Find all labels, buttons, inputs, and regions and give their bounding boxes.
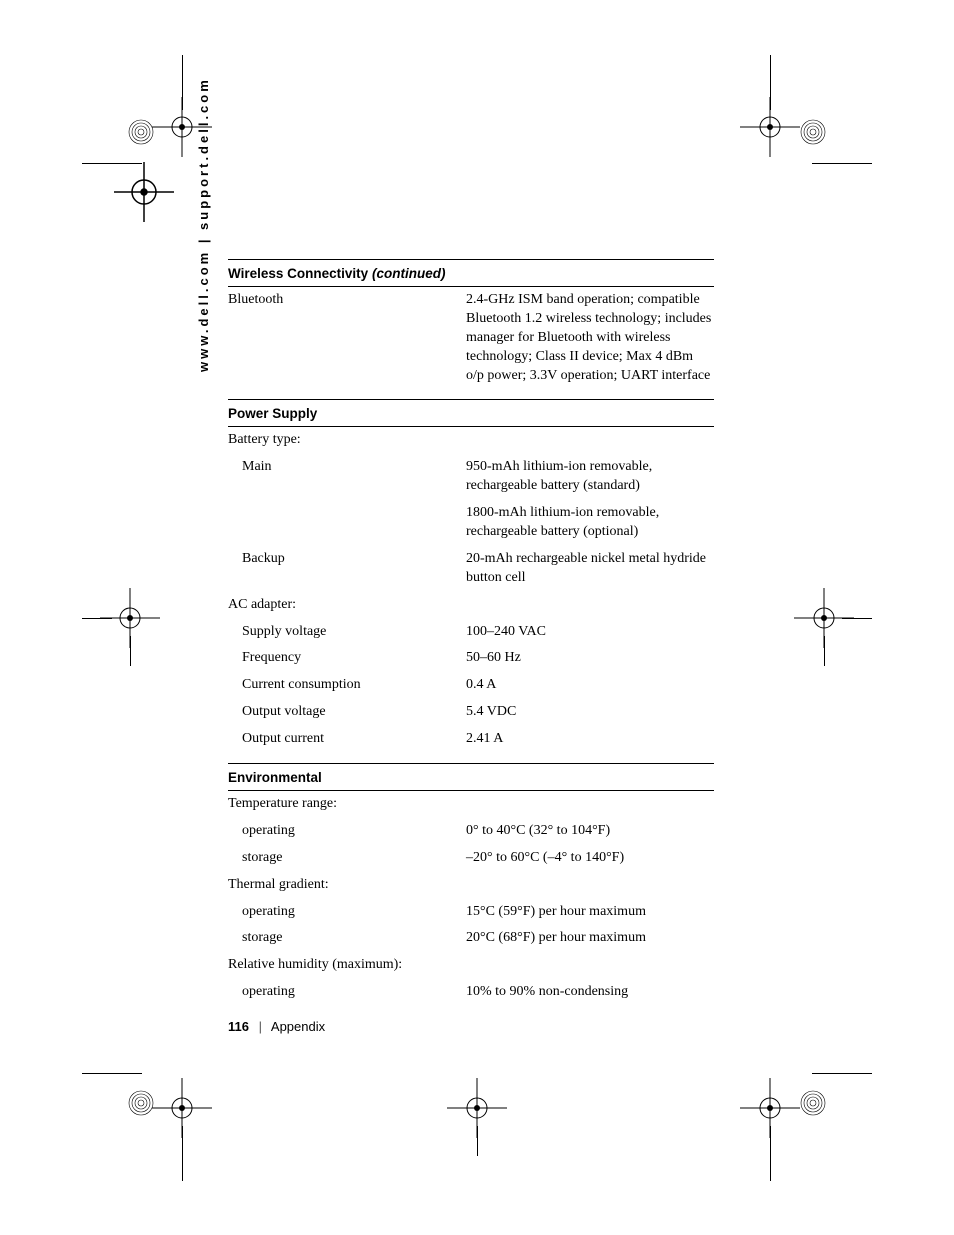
spec-value: 2.4-GHz ISM band operation; compatible B… <box>466 287 714 389</box>
table-row: storage –20° to 60°C (–4° to 140°F) <box>228 845 714 872</box>
crop-line <box>82 1073 142 1074</box>
table-row: Current consumption 0.4 A <box>228 672 714 699</box>
spec-value <box>466 952 714 979</box>
section-header-wireless: Wireless Connectivity (continued) <box>228 262 714 284</box>
table-row: Bluetooth 2.4-GHz ISM band operation; co… <box>228 287 714 389</box>
spec-label: operating <box>228 979 466 1006</box>
crop-line <box>182 55 183 110</box>
spec-table-wireless: Bluetooth 2.4-GHz ISM band operation; co… <box>228 287 714 389</box>
spec-label: Thermal gradient: <box>228 872 466 899</box>
crop-line <box>812 1073 872 1074</box>
spec-label: operating <box>228 899 466 926</box>
spec-label: Backup <box>228 546 466 592</box>
section-continued: (continued) <box>372 266 446 281</box>
crop-line <box>812 163 872 164</box>
side-url-text: www.dell.com | support.dell.com <box>196 77 211 372</box>
section-rule <box>228 399 714 400</box>
section-title: Power Supply <box>228 406 317 421</box>
crop-line <box>770 1126 771 1181</box>
table-row: Battery type: <box>228 427 714 454</box>
section-header-power: Power Supply <box>228 402 714 424</box>
content-area: Wireless Connectivity (continued) Blueto… <box>228 259 714 1006</box>
spec-value: 2.41 A <box>466 726 714 753</box>
section-title: Environmental <box>228 770 322 785</box>
crop-line <box>770 55 771 110</box>
spec-label: AC adapter: <box>228 592 466 619</box>
spec-label: Relative humidity (maximum): <box>228 952 466 979</box>
table-row: Backup 20-mAh rechargeable nickel metal … <box>228 546 714 592</box>
spec-value <box>466 427 714 454</box>
corner-mark-icon <box>798 117 828 147</box>
spec-value: –20° to 60°C (–4° to 140°F) <box>466 845 714 872</box>
registration-mark-icon <box>114 162 154 202</box>
spec-label: Frequency <box>228 645 466 672</box>
spec-value <box>466 872 714 899</box>
table-row: Frequency 50–60 Hz <box>228 645 714 672</box>
spec-value: 10% to 90% non-condensing <box>466 979 714 1006</box>
spec-label: Output voltage <box>228 699 466 726</box>
spec-value: 100–240 VAC <box>466 619 714 646</box>
spec-label: storage <box>228 845 466 872</box>
spec-value: 5.4 VDC <box>466 699 714 726</box>
spec-value <box>466 592 714 619</box>
spec-label: Battery type: <box>228 427 466 454</box>
spec-value: 50–60 Hz <box>466 645 714 672</box>
section-title: Wireless Connectivity <box>228 266 368 281</box>
table-row: operating 10% to 90% non-condensing <box>228 979 714 1006</box>
crop-line <box>477 1126 478 1156</box>
spec-value: 20-mAh rechargeable nickel metal hydride… <box>466 546 714 592</box>
spec-value: 0° to 40°C (32° to 104°F) <box>466 818 714 845</box>
table-row: 1800-mAh lithium-ion removable, recharge… <box>228 500 714 546</box>
section-rule <box>228 763 714 764</box>
spec-label: Current consumption <box>228 672 466 699</box>
page-footer: 116 | Appendix <box>228 1019 325 1034</box>
table-row: AC adapter: <box>228 592 714 619</box>
table-row: Supply voltage 100–240 VAC <box>228 619 714 646</box>
crop-line <box>82 618 112 619</box>
crop-line <box>182 1126 183 1181</box>
spec-label: Output current <box>228 726 466 753</box>
spec-label <box>228 500 466 546</box>
footer-section: Appendix <box>271 1019 325 1034</box>
spec-value: 1800-mAh lithium-ion removable, recharge… <box>466 500 714 546</box>
spec-value: 20°C (68°F) per hour maximum <box>466 925 714 952</box>
crop-line <box>824 636 825 666</box>
table-row: Output current 2.41 A <box>228 726 714 753</box>
table-row: storage 20°C (68°F) per hour maximum <box>228 925 714 952</box>
corner-mark-icon <box>798 1088 828 1118</box>
spec-label: Main <box>228 454 466 500</box>
table-row: Output voltage 5.4 VDC <box>228 699 714 726</box>
page: www.dell.com | support.dell.com Wireless… <box>0 0 954 1235</box>
spec-value: 15°C (59°F) per hour maximum <box>466 899 714 926</box>
spec-value: 0.4 A <box>466 672 714 699</box>
spec-label: Temperature range: <box>228 791 466 818</box>
page-number: 116 <box>228 1019 249 1034</box>
crop-line <box>130 636 131 666</box>
spec-value: 950-mAh lithium-ion removable, rechargea… <box>466 454 714 500</box>
spec-label: operating <box>228 818 466 845</box>
spec-table-environmental: Temperature range: operating 0° to 40°C … <box>228 791 714 1006</box>
footer-separator: | <box>253 1019 268 1034</box>
table-row: Thermal gradient: <box>228 872 714 899</box>
section-rule <box>228 259 714 260</box>
spec-label: storage <box>228 925 466 952</box>
table-row: Main 950-mAh lithium-ion removable, rech… <box>228 454 714 500</box>
section-header-environmental: Environmental <box>228 766 714 788</box>
spec-label: Supply voltage <box>228 619 466 646</box>
table-row: operating 15°C (59°F) per hour maximum <box>228 899 714 926</box>
crop-line <box>842 618 872 619</box>
table-row: Relative humidity (maximum): <box>228 952 714 979</box>
spec-table-power: Battery type: Main 950-mAh lithium-ion r… <box>228 427 714 753</box>
spec-label: Bluetooth <box>228 287 466 389</box>
table-row: Temperature range: <box>228 791 714 818</box>
spec-value <box>466 791 714 818</box>
table-row: operating 0° to 40°C (32° to 104°F) <box>228 818 714 845</box>
